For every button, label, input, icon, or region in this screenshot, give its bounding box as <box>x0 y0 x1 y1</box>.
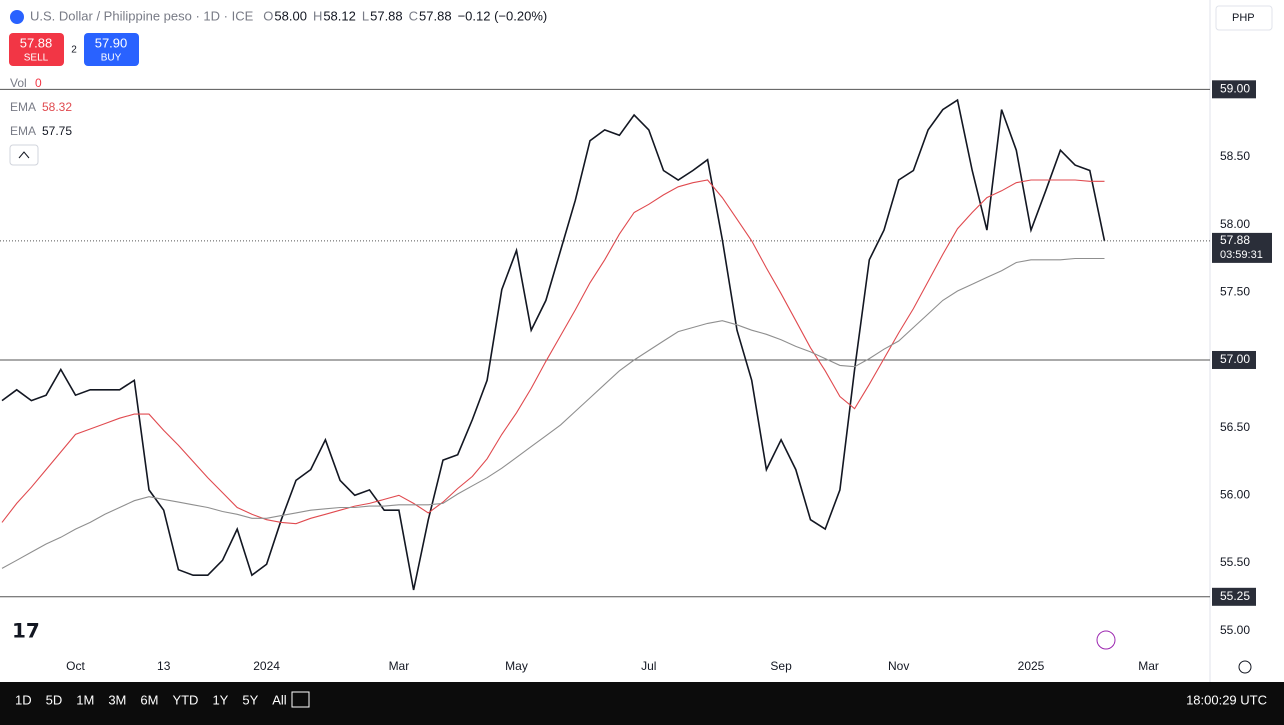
indicator-name: EMA <box>10 124 36 138</box>
indicator-name: EMA <box>10 100 36 114</box>
last-price-box <box>1212 232 1272 263</box>
series-line <box>1 179 1105 525</box>
ohlc-value: 57.88 <box>419 8 452 23</box>
x-tick-label: 2024 <box>253 659 280 673</box>
y-tick-label: 56.50 <box>1220 420 1250 434</box>
range-button[interactable]: 5D <box>46 692 63 707</box>
indicator-value: 0 <box>35 76 42 90</box>
currency-box[interactable] <box>1215 5 1273 31</box>
symbol-title: U.S. Dollar / Philippine peso · 1D · ICE <box>30 8 254 23</box>
y-tick-label: 55.50 <box>1220 555 1250 569</box>
range-button[interactable]: 5Y <box>242 692 258 707</box>
flag-icon <box>10 10 24 24</box>
event-icon[interactable] <box>1096 630 1116 650</box>
x-tick-label: 13 <box>157 659 171 673</box>
x-tick-label: 2025 <box>1018 659 1045 673</box>
ohlc-key: O <box>263 8 273 23</box>
currency[interactable]: PHP <box>1232 12 1255 24</box>
level-label-box <box>1212 80 1256 99</box>
y-tick-label: 57.50 <box>1220 284 1250 298</box>
level-label-box <box>1212 587 1256 606</box>
range-button[interactable]: 1Y <box>212 692 228 707</box>
sell-label[interactable]: SELL <box>24 53 49 64</box>
range-button[interactable]: YTD <box>172 692 198 707</box>
level-label: 55.25 <box>1220 589 1250 603</box>
level-label: 57.00 <box>1220 352 1250 366</box>
ohlc-key: H <box>313 8 322 23</box>
indicator-value: 58.32 <box>42 100 72 114</box>
buy-label[interactable]: BUY <box>101 53 122 64</box>
x-tick-label: Nov <box>888 659 909 673</box>
x-tick-label: May <box>505 659 528 673</box>
countdown: 03:59:31 <box>1220 249 1263 261</box>
level-label: 59.00 <box>1220 81 1250 95</box>
buy-button[interactable] <box>84 33 139 66</box>
sell-price[interactable]: 57.88 <box>20 35 53 50</box>
collapse-icon <box>18 151 30 159</box>
settings-icon[interactable] <box>1238 660 1252 674</box>
range-button[interactable]: 3M <box>108 692 126 707</box>
tv-logo: 𝟭𝟳 <box>12 620 40 642</box>
x-tick-label: Sep <box>770 659 792 673</box>
collapse-button[interactable] <box>9 144 39 166</box>
range-button[interactable]: All <box>272 692 287 707</box>
series-line <box>1 98 1106 591</box>
bottom-toolbar <box>0 682 1284 725</box>
x-tick-label: Mar <box>389 659 410 673</box>
buy-price[interactable]: 57.90 <box>95 35 128 50</box>
series-line <box>1 257 1105 569</box>
range-button[interactable]: 6M <box>140 692 158 707</box>
sell-button[interactable] <box>9 33 64 66</box>
range-button[interactable]: 1D <box>15 692 32 707</box>
range-button[interactable]: 1M <box>76 692 94 707</box>
level-label-box <box>1212 350 1256 369</box>
last-price-label: 57.88 <box>1220 233 1250 247</box>
y-tick-label: 55.00 <box>1220 623 1250 637</box>
change: −0.12 (−0.20%) <box>458 8 548 23</box>
ohlc-key: C <box>409 8 418 23</box>
x-tick-label: Mar <box>1138 659 1159 673</box>
date-range-icon[interactable] <box>291 691 310 708</box>
ohlc-value: 57.88 <box>370 8 403 23</box>
spread: 2 <box>71 45 77 56</box>
x-tick-label: Oct <box>66 659 85 673</box>
y-tick-label: 58.00 <box>1220 217 1250 231</box>
y-tick-label: 56.00 <box>1220 487 1250 501</box>
ohlc-key: L <box>362 8 369 23</box>
y-tick-label: 58.50 <box>1220 149 1250 163</box>
ohlc-value: 58.00 <box>274 8 307 23</box>
indicator-name: Vol <box>10 76 27 90</box>
clock: 18:00:29 UTC <box>1186 692 1267 707</box>
x-tick-label: Jul <box>641 659 656 673</box>
ohlc-value: 58.12 <box>323 8 356 23</box>
indicator-value: 57.75 <box>42 124 72 138</box>
